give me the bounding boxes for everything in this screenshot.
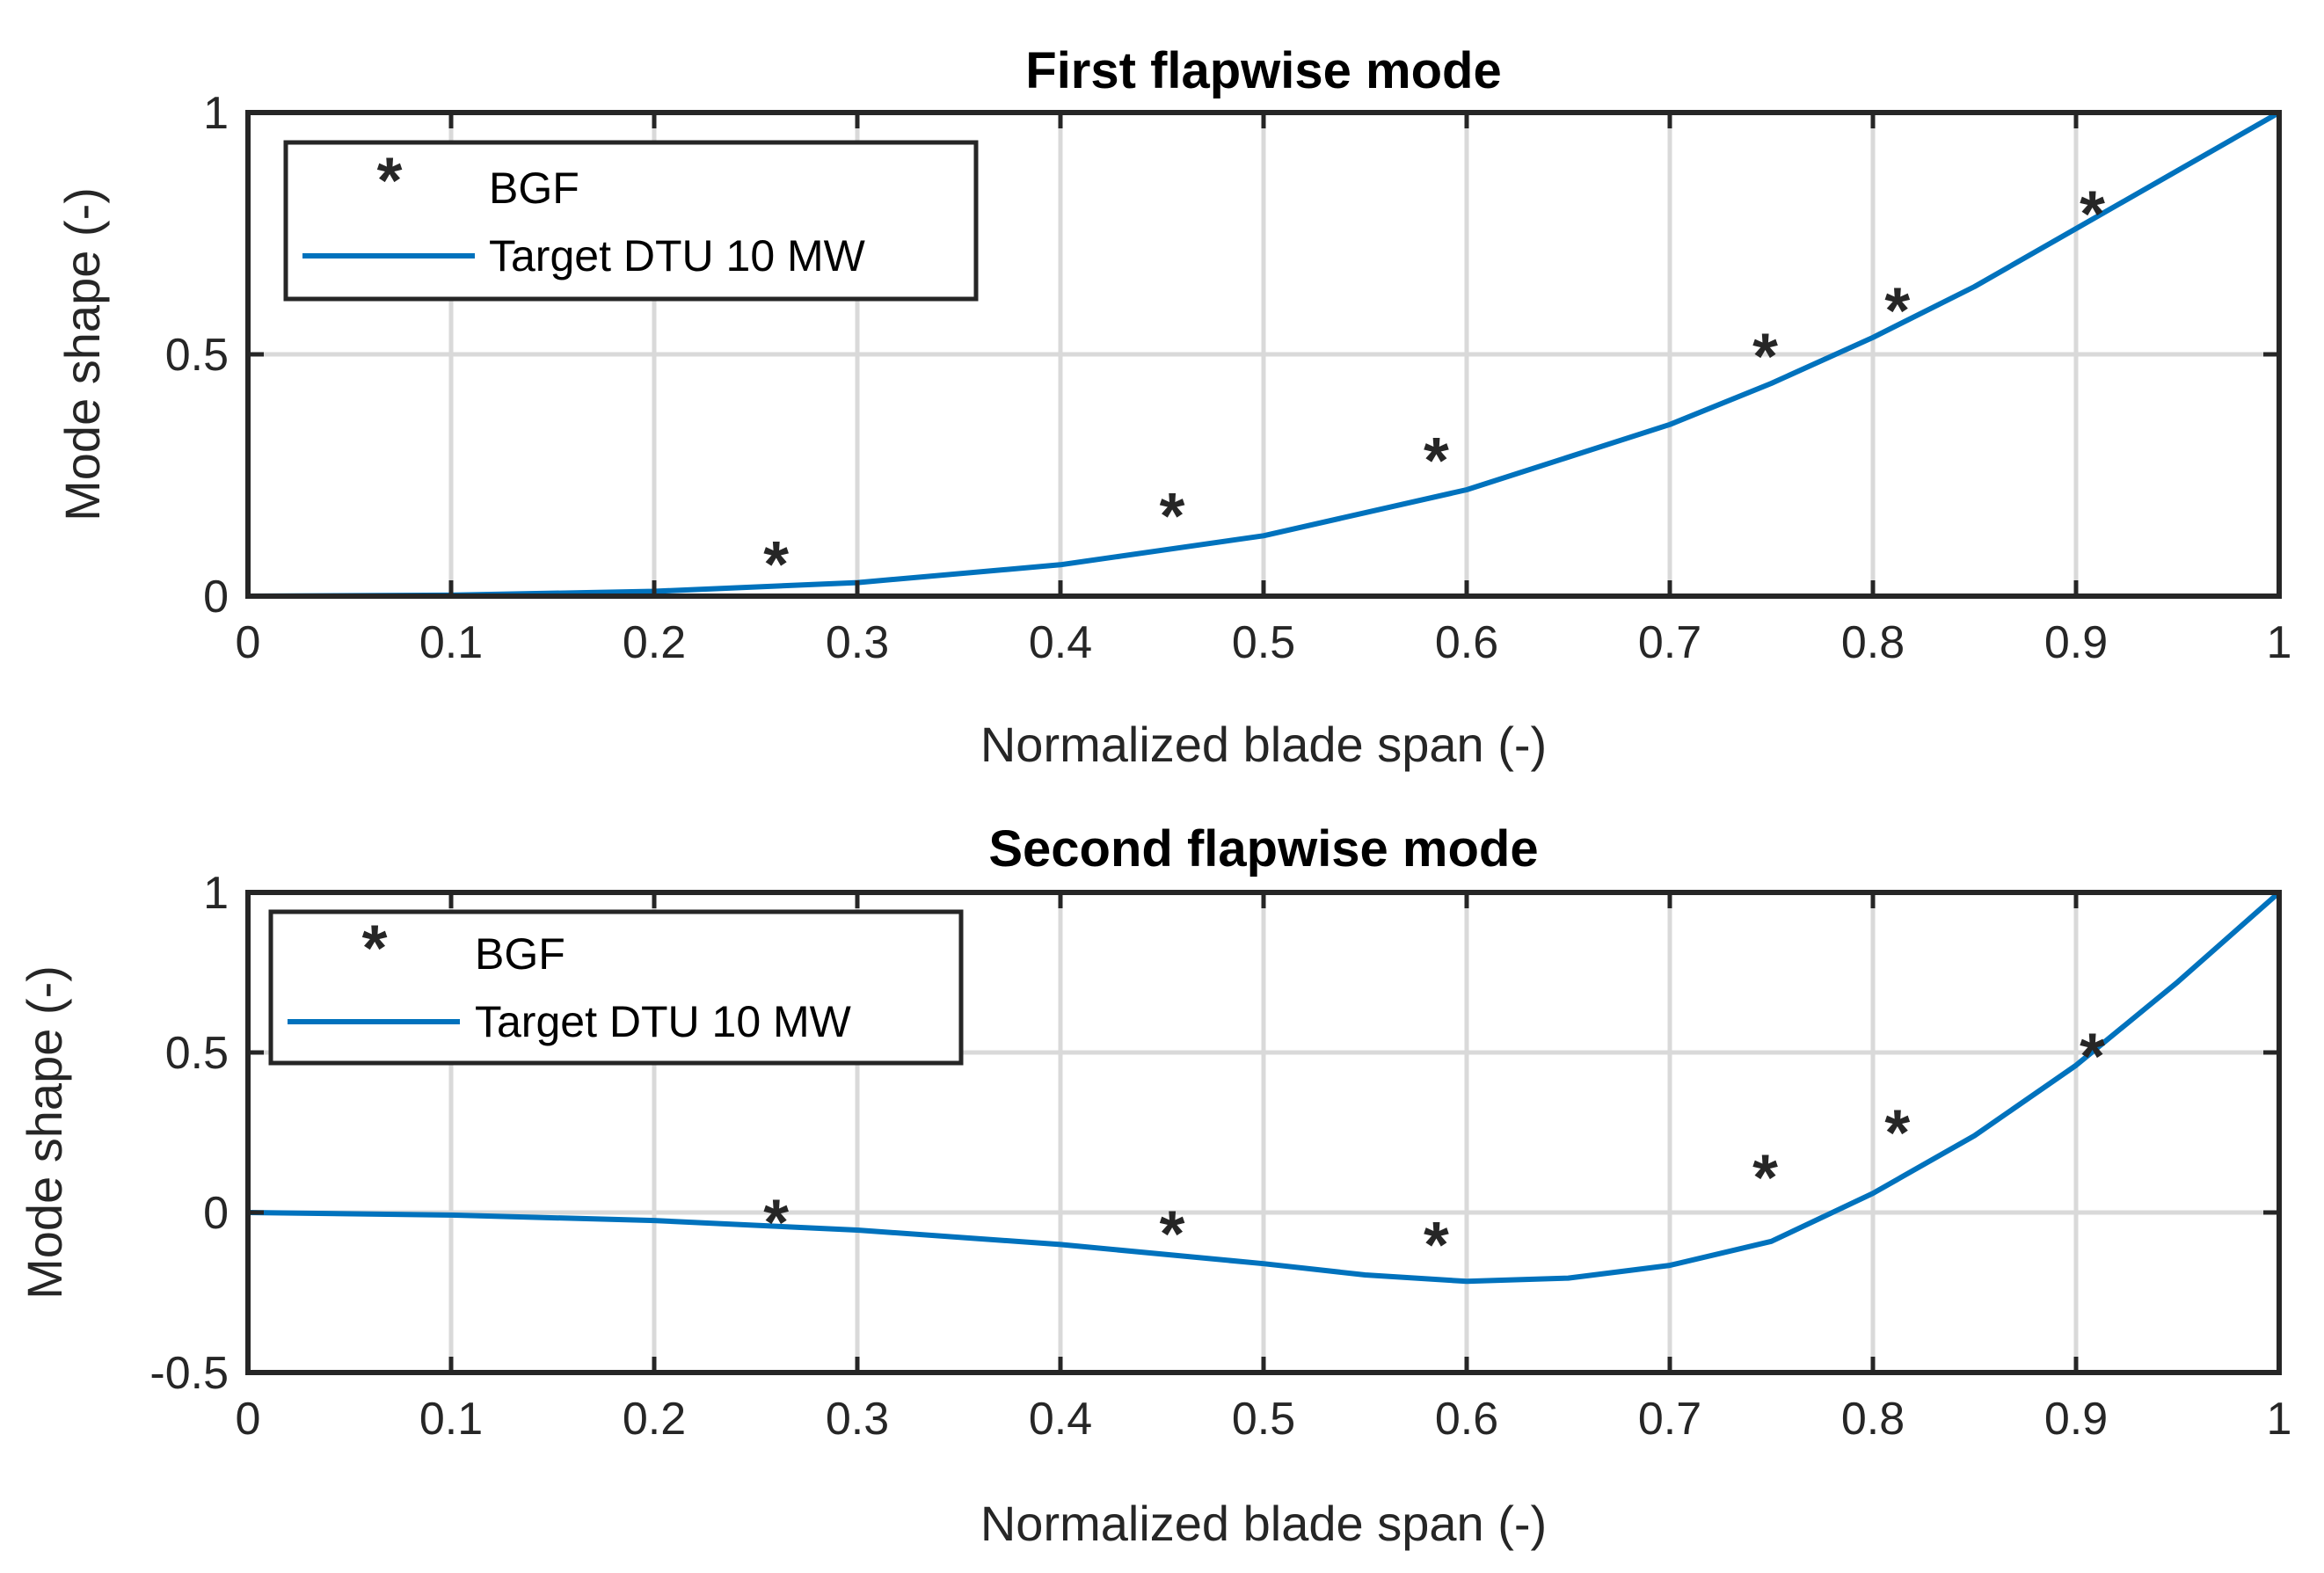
bgf-data-point: * <box>763 528 789 601</box>
x-tick-label: 0.4 <box>1029 617 1092 668</box>
bgf-data-point: * <box>1424 424 1449 497</box>
bgf-data-point: * <box>1160 1197 1185 1270</box>
y-tick-label: 0.5 <box>165 1028 229 1079</box>
bgf-data-point: * <box>1752 320 1778 393</box>
legend-bgf-label: BGF <box>489 164 579 213</box>
plot-area: * * * * * * <box>247 110 2281 601</box>
x-tick-label: 0.8 <box>1841 617 1905 668</box>
x-tick-label: 0.3 <box>826 1394 889 1445</box>
bgf-data-point: * <box>2080 177 2105 250</box>
first-flapwise-mode-chart: First flapwise mode * * * * * * 0 0.1 0.2 0.3 0.4… <box>55 42 2291 772</box>
y-tick-label: 0.5 <box>165 330 229 381</box>
ticks: 0 0.1 0.2 0.3 0.4 0.5 0.6 0.7 0.8 0.9 1-0.500.51 <box>149 868 2291 1445</box>
bgf-data-point: * <box>2080 1019 2105 1092</box>
x-tick-label: 0.3 <box>826 617 889 668</box>
x-tick-label: 1 <box>2267 617 2292 668</box>
y-axis-label: Mode shape (-) <box>55 187 110 521</box>
legend-bgf-marker-icon: * <box>377 144 403 217</box>
second-flapwise-mode-chart: Second flapwise mode * * * * * * 0 0.1 0.2 0.3 0.… <box>17 820 2291 1551</box>
legend-box <box>283 140 979 302</box>
x-tick-label: 0.4 <box>1029 1394 1092 1445</box>
x-tick-label: 0 <box>236 1394 261 1445</box>
y-tick-label: 1 <box>203 868 229 919</box>
legend: * BGF Target DTU 10 MW <box>283 140 979 302</box>
x-tick-label: 0.8 <box>1841 1394 1905 1445</box>
bgf-data-point: * <box>1884 1096 1910 1169</box>
x-tick-label: 0.2 <box>623 1394 686 1445</box>
y-tick-label: 0 <box>203 572 229 623</box>
legend-box <box>268 909 964 1066</box>
y-axis-label: Mode shape (-) <box>17 965 72 1300</box>
x-tick-label: 0.1 <box>419 1394 483 1445</box>
legend-target-label: Target DTU 10 MW <box>489 231 866 280</box>
x-axis-label: Normalized blade span (-) <box>980 1496 1547 1551</box>
x-tick-label: 0.6 <box>1435 1394 1498 1445</box>
bgf-data-point: * <box>1160 479 1185 552</box>
x-tick-label: 0.7 <box>1638 1394 1701 1445</box>
x-tick-label: 0.1 <box>419 617 483 668</box>
x-tick-label: 0.7 <box>1638 617 1701 668</box>
ticks: 0 0.1 0.2 0.3 0.4 0.5 0.6 0.7 0.8 0.9 1 0 0.5 1 <box>165 88 2292 668</box>
bgf-data-point: * <box>763 1186 789 1259</box>
y-tick-label: -0.5 <box>149 1348 229 1399</box>
x-tick-label: 0.5 <box>1232 1394 1295 1445</box>
legend-bgf-label: BGF <box>475 929 565 979</box>
bgf-data-point: * <box>1424 1208 1449 1281</box>
bgf-data-point: * <box>1752 1141 1778 1214</box>
y-tick-label: 0 <box>203 1188 229 1239</box>
bgf-data-point: * <box>1884 273 1910 346</box>
x-tick-label: 0 <box>236 617 261 668</box>
x-tick-label: 0.5 <box>1232 617 1295 668</box>
plot-area: * * * * * * <box>247 890 2281 1285</box>
chart-title: First flapwise mode <box>1025 42 1501 99</box>
x-axis-label: Normalized blade span (-) <box>980 717 1547 772</box>
chart-title: Second flapwise mode <box>988 820 1538 878</box>
x-tick-label: 0.2 <box>623 617 686 668</box>
legend-target-label: Target DTU 10 MW <box>475 997 852 1046</box>
legend-bgf-marker-icon: * <box>362 912 388 985</box>
target-series-line <box>247 110 2281 599</box>
x-tick-label: 1 <box>2267 1394 2292 1445</box>
x-tick-label: 0.9 <box>2044 1394 2108 1445</box>
legend: * BGF Target DTU 10 MW <box>268 909 964 1066</box>
x-tick-label: 0.6 <box>1435 617 1498 668</box>
target-series-line <box>247 890 2281 1285</box>
y-tick-label: 1 <box>203 88 229 139</box>
x-tick-label: 0.9 <box>2044 617 2108 668</box>
